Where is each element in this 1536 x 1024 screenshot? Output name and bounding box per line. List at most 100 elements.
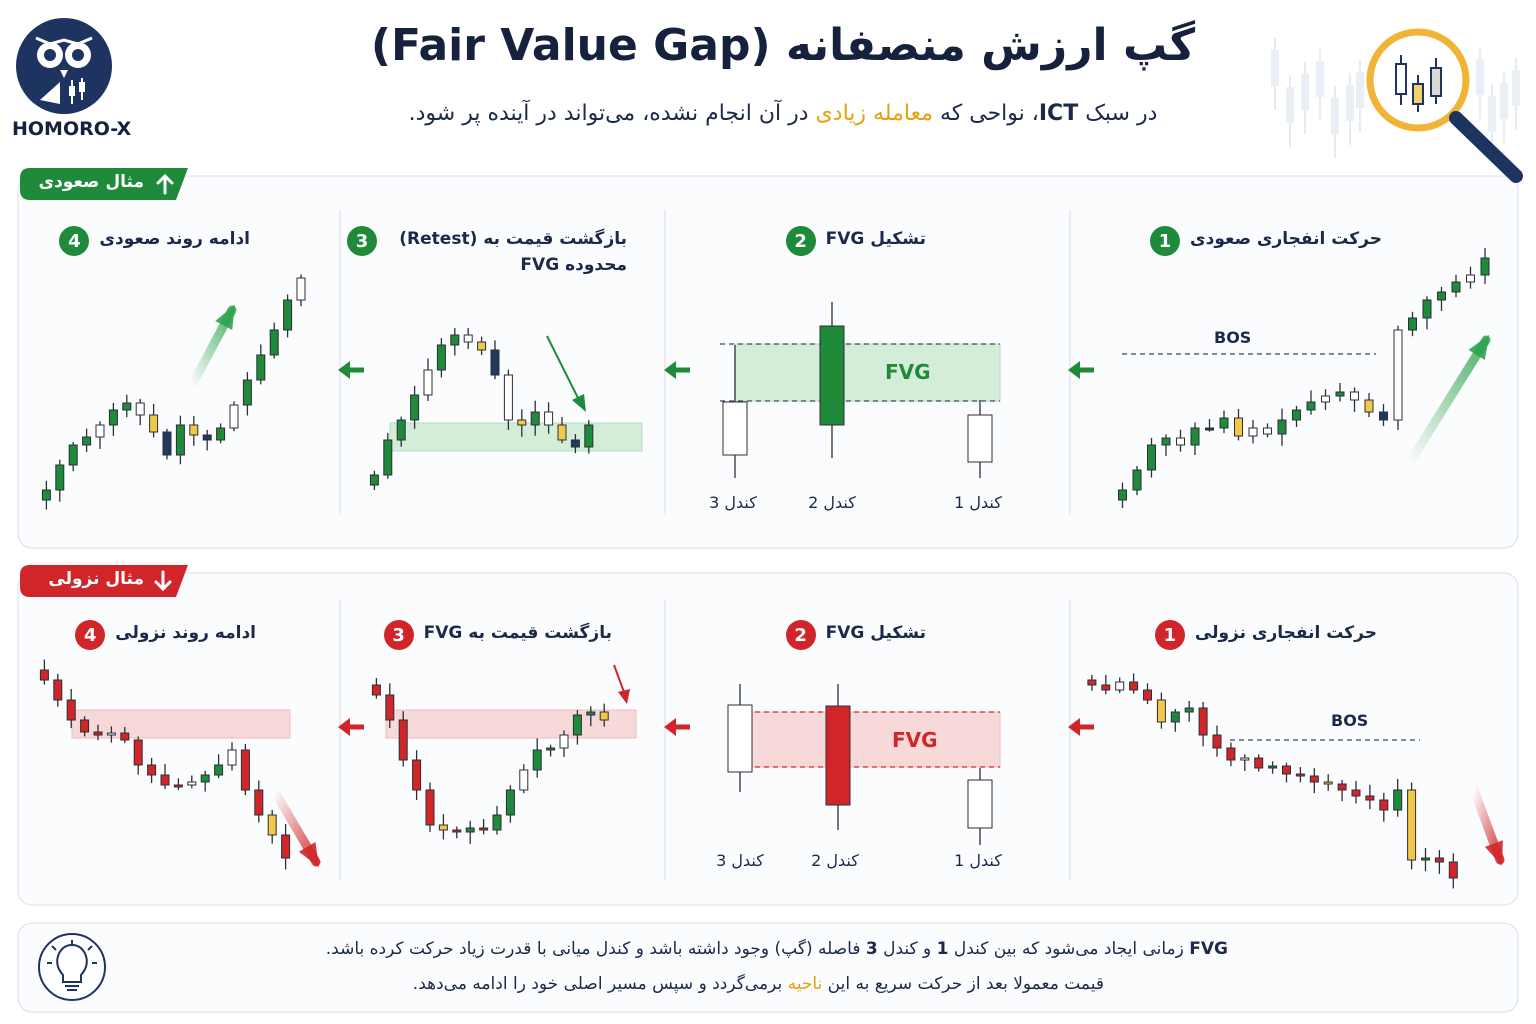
candle [1176, 437, 1185, 446]
zone [71, 709, 291, 739]
candle [120, 732, 130, 741]
candle [599, 711, 609, 721]
footer-part: FVG [1189, 939, 1228, 959]
logo [16, 18, 112, 114]
candle [1351, 789, 1361, 797]
bg-candle [1488, 96, 1496, 132]
candle [1240, 757, 1250, 761]
candle [189, 424, 199, 436]
candle [546, 747, 556, 751]
step-heading: حرکت انفجاری نزولی 1 [1154, 620, 1377, 650]
candle [269, 329, 279, 356]
candle [173, 784, 183, 788]
flow-arrow-head [338, 361, 350, 379]
footer-part: زمانی ایجاد می‌شود که بین کندل [948, 939, 1190, 959]
footer-part: فاصله (گپ) وجود داشته باشد و کندل میانی … [325, 939, 866, 959]
candle [1205, 427, 1214, 431]
bg-candle [1271, 50, 1279, 86]
candle [296, 277, 306, 301]
candle [452, 829, 462, 833]
candle [1234, 417, 1243, 437]
candle [410, 394, 420, 421]
pointer [546, 335, 581, 403]
bg-candle [1316, 61, 1324, 97]
candle [1309, 775, 1319, 783]
candle [1451, 281, 1461, 293]
candle [1248, 427, 1258, 437]
subtitle-part: ، نواحی که [932, 101, 1039, 126]
bullish-pill [20, 168, 188, 200]
footer-part: و کندل [877, 939, 937, 959]
candle-label: کندل 3 [716, 851, 764, 870]
step-heading: حرکت انفجاری صعودی 1 [1150, 226, 1382, 256]
magnifier [1271, 28, 1523, 183]
brand: HOMORO-X [12, 118, 132, 140]
candle [162, 431, 172, 456]
flow-arrow-head [1068, 361, 1080, 379]
candle [438, 824, 448, 831]
candle [1335, 391, 1345, 397]
step-heading: تشکیل FVG 2 [785, 620, 926, 650]
candle [149, 414, 159, 433]
candle [214, 764, 224, 776]
candle [1365, 795, 1375, 801]
step-title: حرکت انفجاری صعودی [1190, 229, 1382, 249]
bg-candle [1301, 74, 1309, 110]
candle [1184, 707, 1194, 713]
candle [423, 369, 433, 396]
candle [463, 334, 473, 343]
candle [1466, 274, 1475, 283]
candle [108, 409, 118, 426]
candle [200, 774, 210, 783]
candle [967, 779, 993, 829]
arrow-head [1484, 840, 1503, 866]
candle [1480, 257, 1490, 276]
pointer-head [618, 689, 630, 704]
candle [1118, 489, 1127, 501]
candle [584, 424, 594, 448]
candle [1254, 757, 1264, 769]
trend-arrow [1405, 335, 1491, 467]
bearish-pill [20, 565, 188, 597]
candle [532, 749, 542, 771]
step-number: 4 [59, 226, 90, 256]
candle [281, 834, 291, 859]
candle [1422, 299, 1432, 319]
candle [1129, 681, 1139, 691]
subtitle: در سبک ICT، نواحی که معامله زیادی در آن … [0, 101, 1536, 126]
pointer-head [572, 394, 586, 412]
candle [490, 349, 500, 376]
footer-line: FVG زمانی ایجاد می‌شود که بین کندل 1 و ک… [326, 939, 1228, 959]
candle [216, 427, 226, 441]
candle [267, 814, 277, 836]
candle [450, 334, 460, 346]
candle [383, 439, 393, 476]
step-title: تشکیل FVG [825, 229, 926, 249]
candle [41, 489, 51, 501]
candle [147, 764, 157, 776]
flow-arrow-head [664, 718, 676, 736]
subtitle-part: معامله زیادی [815, 101, 933, 126]
candle [436, 344, 446, 371]
step-number: 1 [1154, 620, 1185, 650]
bulb-icon [38, 933, 106, 1001]
candle [227, 749, 237, 766]
candle [1407, 789, 1417, 861]
zone [739, 711, 1001, 768]
candle-label: کندل 1 [954, 851, 1002, 870]
candle [133, 739, 143, 766]
candle [80, 719, 90, 733]
candle [1350, 391, 1359, 401]
candle [135, 402, 145, 416]
candle [106, 732, 116, 736]
candle [825, 705, 851, 806]
candle [160, 774, 170, 786]
candle [396, 419, 406, 441]
step-heading: ادامه روند نزولی 4 [75, 620, 256, 650]
pointer [613, 664, 625, 693]
candle [1147, 444, 1156, 471]
footer-part: 3 [865, 939, 878, 959]
bos-label: BOS [1331, 711, 1369, 730]
